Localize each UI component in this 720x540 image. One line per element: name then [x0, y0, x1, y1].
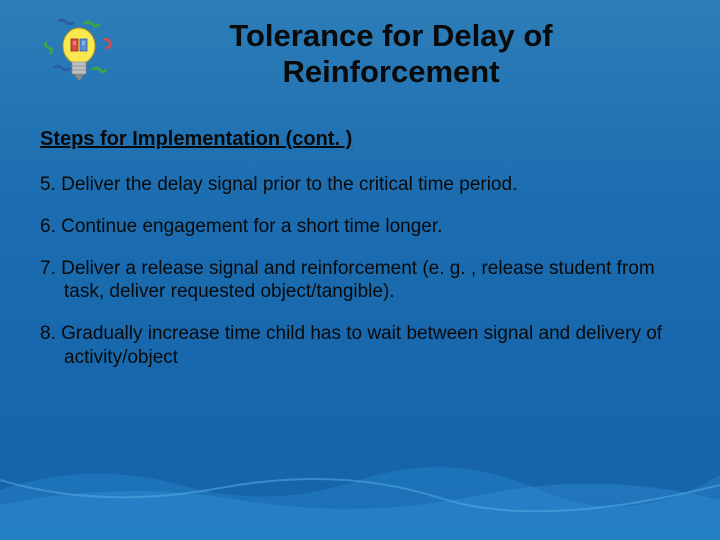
step-item: 5. Deliver the delay signal prior to the…: [40, 173, 680, 197]
slide-title: Tolerance for Delay of Reinforcement: [132, 18, 680, 89]
slide: Tolerance for Delay of Reinforcement Ste…: [0, 0, 720, 540]
step-number: 7.: [40, 258, 56, 279]
step-text: Gradually increase time child has to wai…: [61, 323, 662, 368]
step-item: 6. Continue engagement for a short time …: [40, 215, 680, 239]
step-text: Deliver a release signal and reinforceme…: [61, 258, 655, 303]
lightbulb-icon: [40, 14, 118, 104]
step-item: 7. Deliver a release signal and reinforc…: [40, 257, 680, 305]
step-number: 6.: [40, 216, 56, 237]
step-text: Continue engagement for a short time lon…: [61, 216, 442, 237]
step-item: 8. Gradually increase time child has to …: [40, 322, 680, 370]
slide-subtitle: Steps for Implementation (cont. ): [40, 128, 680, 151]
step-number: 8.: [40, 323, 56, 344]
wave-decoration: [0, 420, 720, 540]
header-row: Tolerance for Delay of Reinforcement: [40, 18, 680, 104]
step-number: 5.: [40, 174, 56, 195]
steps-list: 5. Deliver the delay signal prior to the…: [40, 173, 680, 370]
step-text: Deliver the delay signal prior to the cr…: [61, 174, 517, 195]
